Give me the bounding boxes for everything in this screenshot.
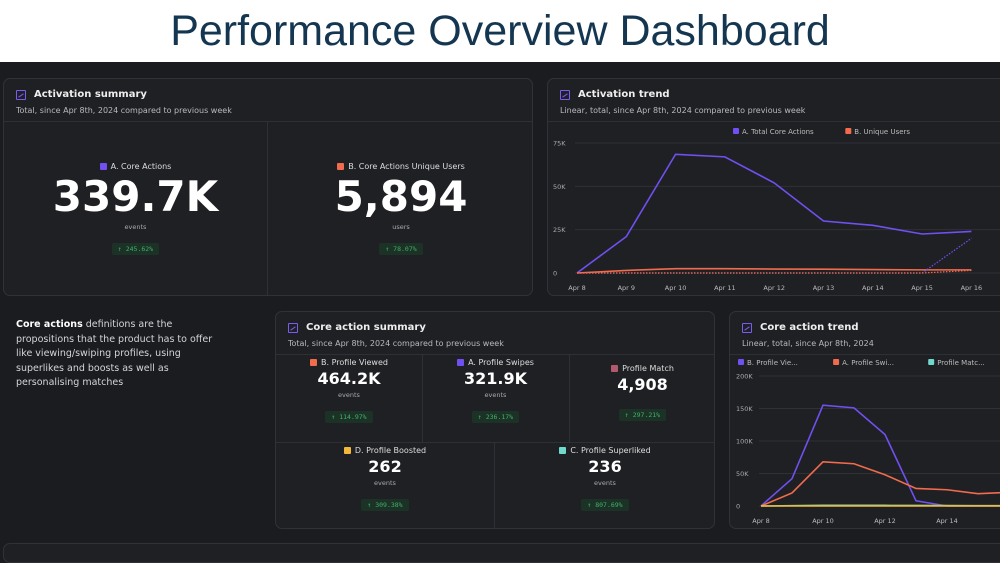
- legend-swatch: [100, 163, 107, 170]
- core-action-trend-chart: 0 50K 100K 150K 200K Apr 8 Apr 10 Apr 12 Apr 14 B…: [730, 355, 1000, 529]
- metric-value: 464.2K: [276, 367, 422, 391]
- legend-swatch: [928, 359, 934, 365]
- change-badge: ↑ 78.07%: [379, 243, 422, 255]
- legend-swatch: [310, 359, 317, 366]
- metric-label: B. Core Actions Unique Users: [348, 162, 465, 171]
- x-tick-label: Apr 9: [618, 284, 635, 292]
- metric-unique-users[interactable]: B. Core Actions Unique Users 5,894 users…: [268, 162, 533, 255]
- y-tick-label: 150K: [736, 405, 753, 413]
- metric-unit: events: [494, 479, 715, 487]
- legend-swatch: [344, 447, 351, 454]
- y-tick-label: 25K: [553, 226, 566, 234]
- metric-label: B. Profile Viewed: [321, 358, 388, 367]
- card-subtitle: Total, since Apr 8th, 2024 compared to p…: [288, 339, 504, 348]
- legend-label: B. Unique Users: [854, 128, 910, 136]
- metric-c-profile-superliked[interactable]: C. Profile Superliked 236 events ↑ 807.6…: [494, 446, 715, 511]
- metric-value: 262: [276, 455, 494, 479]
- change-badge: ↑ 114.97%: [325, 411, 372, 423]
- card-subtitle: Linear, total, since Apr 8th, 2024: [742, 339, 874, 348]
- legend-swatch: [845, 128, 851, 134]
- metric-unit: events: [276, 391, 422, 399]
- metric-core-actions[interactable]: A. Core Actions 339.7K events ↑ 245.62%: [4, 162, 267, 255]
- metric-value: 339.7K: [4, 171, 267, 223]
- metric-label: A. Profile Swipes: [468, 358, 534, 367]
- card-title: Core action trend: [760, 322, 859, 333]
- change-badge: ↑ 297.21%: [619, 409, 666, 421]
- metric-label: A. Core Actions: [111, 162, 172, 171]
- next-card: [3, 543, 1000, 563]
- series-line: [577, 154, 971, 273]
- chart-icon: [560, 90, 570, 100]
- series-line: [577, 238, 971, 273]
- x-tick-label: Apr 16: [961, 284, 983, 292]
- change-badge: ↑ 309.38%: [361, 499, 408, 511]
- x-tick-label: Apr 8: [752, 517, 769, 525]
- y-tick-label: 0: [553, 270, 557, 278]
- chart-icon: [16, 90, 26, 100]
- y-tick-label: 200K: [736, 373, 753, 381]
- legend-swatch: [457, 359, 464, 366]
- note-bold: Core actions: [16, 319, 83, 330]
- legend-swatch: [559, 447, 566, 454]
- x-tick-label: Apr 11: [714, 284, 736, 292]
- activation-trend-card: Activation trend Linear, total, since Ap…: [547, 78, 1000, 296]
- y-tick-label: 75K: [553, 140, 566, 148]
- x-tick-label: Apr 12: [763, 284, 785, 292]
- metric-unit: events: [276, 479, 494, 487]
- metric-profile-match[interactable]: Profile Match 4,908 ↑ 297.21%: [569, 364, 715, 421]
- x-tick-label: Apr 10: [665, 284, 687, 292]
- y-tick-label: 50K: [736, 470, 749, 478]
- x-tick-label: Apr 12: [874, 517, 896, 525]
- metric-a-profile-swipes[interactable]: A. Profile Swipes 321.9K events ↑ 236.17…: [422, 358, 569, 423]
- change-badge: ↑ 807.69%: [581, 499, 628, 511]
- y-tick-label: 100K: [736, 438, 753, 446]
- legend-swatch: [733, 128, 739, 134]
- legend-label: A. Total Core Actions: [742, 128, 814, 136]
- metric-unit: users: [268, 223, 533, 231]
- core-actions-note: Core actions definitions are the proposi…: [16, 318, 231, 391]
- metric-value: 4,908: [569, 373, 715, 397]
- legend-swatch: [738, 359, 744, 365]
- change-badge: ↑ 245.62%: [112, 243, 159, 255]
- legend-swatch: [611, 365, 618, 372]
- legend-label: Profile Matc...: [937, 359, 985, 367]
- chart-icon: [288, 323, 298, 333]
- legend-swatch: [833, 359, 839, 365]
- x-tick-label: Apr 8: [568, 284, 585, 292]
- metric-value: 321.9K: [422, 367, 569, 391]
- chart-icon: [742, 323, 752, 333]
- y-tick-label: 0: [736, 503, 740, 511]
- x-tick-label: Apr 14: [936, 517, 958, 525]
- card-title: Core action summary: [306, 322, 426, 333]
- core-action-trend-card: Core action trend Linear, total, since A…: [729, 311, 1000, 529]
- x-tick-label: Apr 14: [862, 284, 884, 292]
- series-line: [577, 269, 971, 273]
- metric-unit: events: [422, 391, 569, 399]
- metric-d-profile-boosted[interactable]: D. Profile Boosted 262 events ↑ 309.38%: [276, 446, 494, 511]
- activation-summary-card: Activation summary Total, since Apr 8th,…: [3, 78, 533, 296]
- x-tick-label: Apr 13: [813, 284, 835, 292]
- legend-swatch: [337, 163, 344, 170]
- x-tick-label: Apr 10: [812, 517, 834, 525]
- metric-label: Profile Match: [622, 364, 674, 373]
- legend-label: A. Profile Swi...: [842, 359, 894, 367]
- x-tick-label: Apr 15: [911, 284, 933, 292]
- card-subtitle: Linear, total, since Apr 8th, 2024 compa…: [560, 106, 805, 115]
- metric-value: 5,894: [268, 171, 533, 223]
- core-action-summary-card: Core action summary Total, since Apr 8th…: [275, 311, 715, 529]
- metric-label: D. Profile Boosted: [355, 446, 426, 455]
- legend-label: B. Profile Vie...: [747, 359, 798, 367]
- metric-label: C. Profile Superliked: [570, 446, 650, 455]
- y-tick-label: 50K: [553, 183, 566, 191]
- metric-b-profile-viewed[interactable]: B. Profile Viewed 464.2K events ↑ 114.97…: [276, 358, 422, 423]
- activation-trend-chart: 0 25K 50K 75K Apr 8 Apr 9 Apr 10 Apr 11 Apr 12 Ap…: [548, 122, 1000, 296]
- card-subtitle: Total, since Apr 8th, 2024 compared to p…: [16, 106, 232, 115]
- card-title: Activation trend: [578, 89, 670, 100]
- page-title: Performance Overview Dashboard: [0, 0, 1000, 62]
- change-badge: ↑ 236.17%: [472, 411, 519, 423]
- series-line: [761, 405, 1000, 506]
- card-title: Activation summary: [34, 89, 147, 100]
- metric-unit: events: [4, 223, 267, 231]
- metric-value: 236: [494, 455, 715, 479]
